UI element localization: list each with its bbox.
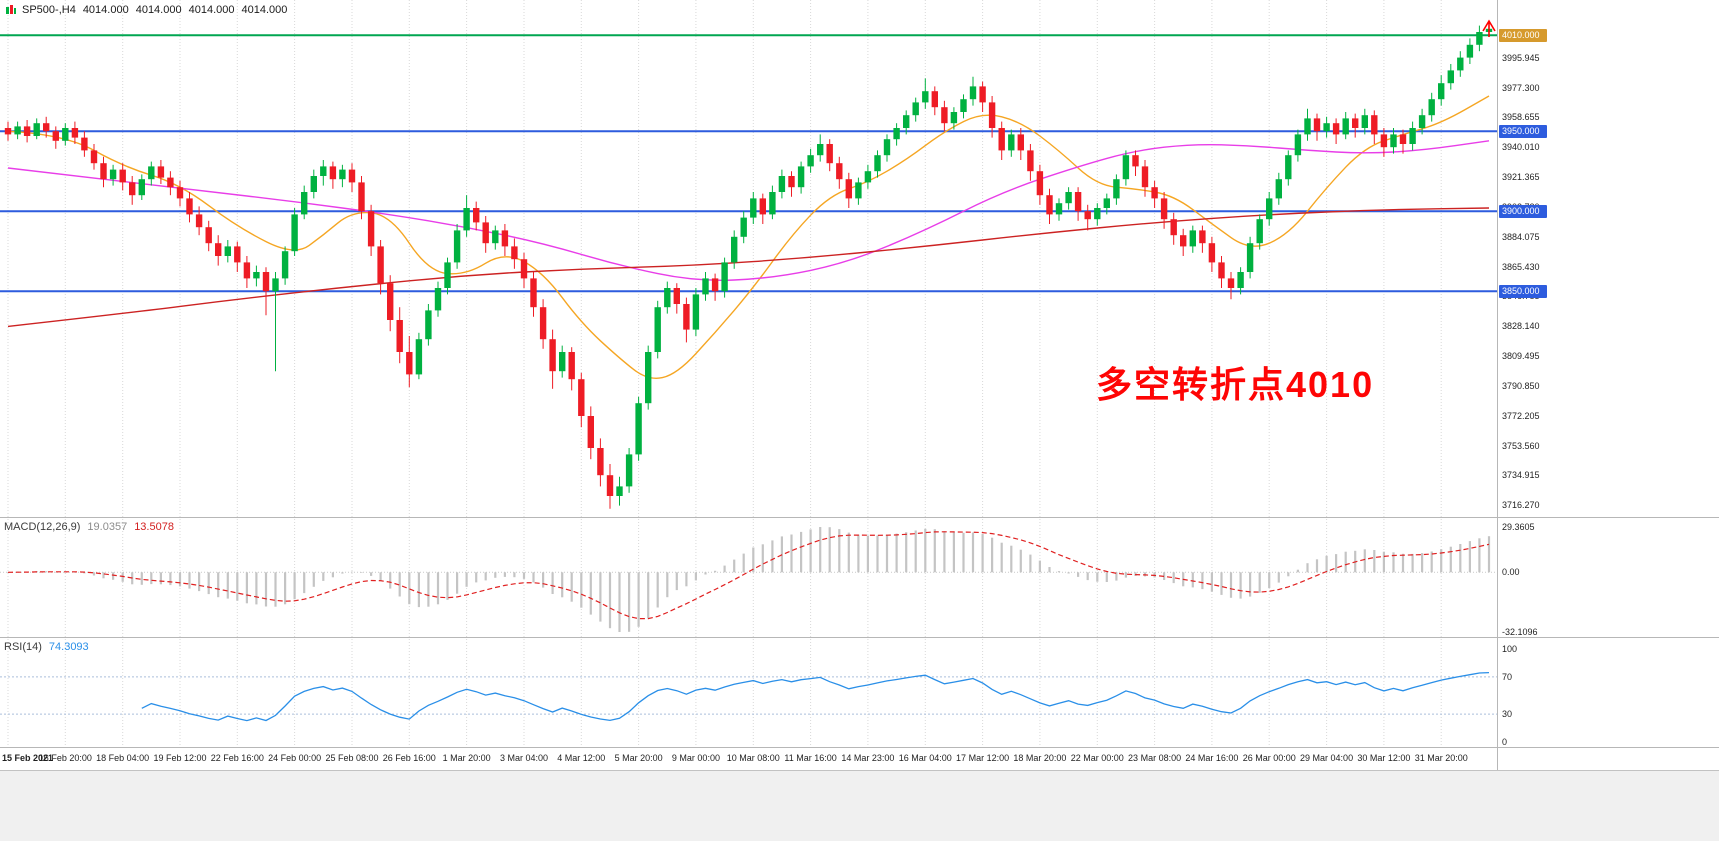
time-axis[interactable]: 15 Feb 2021 16 Feb 20:00 18 Feb 04:00 19 Fe… <box>0 747 1497 770</box>
horizontal-lines[interactable] <box>0 34 1497 293</box>
rsi-axis-label: 100 <box>1502 644 1518 654</box>
panel-separator[interactable] <box>0 747 1719 748</box>
macd-value-main: 19.0357 <box>87 521 128 533</box>
rsi-value: 74.3093 <box>48 641 89 653</box>
bottom-panel <box>0 770 1719 841</box>
time-label: 11 Mar 16:00 <box>784 753 837 763</box>
time-label: 25 Feb 08:00 <box>325 753 379 763</box>
price-axis-label: 3940.010 <box>1502 142 1540 153</box>
price-axis-label: 3865.430 <box>1502 261 1540 272</box>
price-tag-4010: 4010.000 <box>1499 28 1547 42</box>
price-chart-canvas[interactable] <box>0 0 1719 770</box>
ohlc-low: 4014.000 <box>188 4 235 16</box>
macd-signal-line <box>7 531 1490 620</box>
time-label: 22 Mar 00:00 <box>1070 753 1124 763</box>
time-label: 1 Mar 20:00 <box>442 753 491 763</box>
time-label: 24 Feb 00:00 <box>268 753 322 763</box>
ohlc-high: 4014.000 <box>135 4 182 16</box>
annotation-text[interactable]: 多空转折点4010 <box>1096 364 1375 405</box>
price-tag-3950: 3950.000 <box>1499 124 1547 138</box>
time-label: 18 Mar 20:00 <box>1013 753 1067 763</box>
time-label: 14 Mar 23:00 <box>841 753 895 763</box>
time-label: 3 Mar 04:00 <box>499 753 548 763</box>
time-label: 29 Mar 04:00 <box>1300 753 1354 763</box>
time-label: 16 Feb 20:00 <box>38 753 92 763</box>
rsi-label: RSI(14) <box>4 641 42 653</box>
time-label: 24 Mar 16:00 <box>1185 753 1239 763</box>
rsi-axis-label: 30 <box>1502 709 1513 720</box>
time-label: 5 Mar 20:00 <box>614 753 663 763</box>
time-label: 18 Feb 04:00 <box>96 753 150 763</box>
price-axis-label: 3977.300 <box>1502 82 1540 93</box>
last-price-arrow <box>1482 19 1496 37</box>
time-label: 23 Mar 08:00 <box>1128 753 1182 763</box>
ohlc-open: 4014.000 <box>82 4 129 16</box>
panel-separator[interactable] <box>0 517 1719 518</box>
macd-axis-max: 29.3605 <box>1502 522 1535 532</box>
price-axis-label: 3958.655 <box>1502 112 1540 123</box>
price-axis-label: 3995.945 <box>1502 52 1540 63</box>
time-label: 16 Mar 04:00 <box>898 753 952 763</box>
time-label: 19 Feb 12:00 <box>153 753 207 763</box>
macd-axis-min: -32.1096 <box>1502 627 1538 637</box>
time-label: 22 Feb 16:00 <box>210 753 264 763</box>
time-label: 26 Mar 00:00 <box>1242 753 1296 763</box>
macd-value-signal: 13.5078 <box>134 521 174 533</box>
ma-line-slow-red <box>7 207 1490 328</box>
time-label: 15 Feb 2021 <box>2 753 54 763</box>
price-axis-label: 3734.915 <box>1502 470 1540 481</box>
candlestick-icon <box>5 4 17 16</box>
price-axis-label: 3921.365 <box>1502 172 1540 183</box>
time-label: 9 Mar 00:00 <box>671 753 720 763</box>
price-axis-label: 3809.495 <box>1502 351 1540 361</box>
symbol-header: SP500-,H4 4014.000 4014.000 4014.000 401… <box>5 4 287 16</box>
rsi-line <box>141 671 1490 722</box>
price-axis-label: 3772.205 <box>1502 410 1540 421</box>
price-axis-label: 3828.140 <box>1502 321 1540 332</box>
macd-title: MACD(12,26,9) 19.0357 13.5078 <box>4 521 174 533</box>
ma-line-fast-orange <box>7 95 1490 379</box>
price-axis-label: 3884.075 <box>1502 231 1540 242</box>
price-tag-3850: 3850.000 <box>1499 284 1547 298</box>
time-label: 26 Feb 16:00 <box>382 753 436 763</box>
time-label: 30 Mar 12:00 <box>1357 753 1411 763</box>
time-label: 17 Mar 12:00 <box>956 753 1010 763</box>
rsi-title: RSI(14) 74.3093 <box>4 641 89 653</box>
macd-axis-zero: 0.00 <box>1502 567 1520 578</box>
symbol-title: SP500-,H4 <box>22 4 76 16</box>
time-label: 31 Mar 20:00 <box>1414 753 1468 763</box>
time-label: 10 Mar 08:00 <box>726 753 780 763</box>
ma-line-mid-magenta <box>7 140 1490 281</box>
ohlc-close: 4014.000 <box>241 4 288 16</box>
panel-separator[interactable] <box>0 637 1719 638</box>
macd-histogram <box>6 527 1491 632</box>
price-tag-3900: 3900.000 <box>1499 204 1547 218</box>
candles <box>4 25 1493 509</box>
rsi-axis-label: 70 <box>1502 671 1513 682</box>
macd-label: MACD(12,26,9) <box>4 521 81 533</box>
rsi-axis-label: 0 <box>1502 737 1508 747</box>
price-axis-label: 3753.560 <box>1502 440 1540 451</box>
price-axis-label: 3716.270 <box>1502 500 1540 511</box>
time-label: 4 Mar 12:00 <box>557 753 606 763</box>
price-axis-label: 3790.850 <box>1502 380 1540 391</box>
price-axis[interactable]: 3995.945 3977.300 3958.655 3940.010 3921.365… <box>1497 0 1719 770</box>
